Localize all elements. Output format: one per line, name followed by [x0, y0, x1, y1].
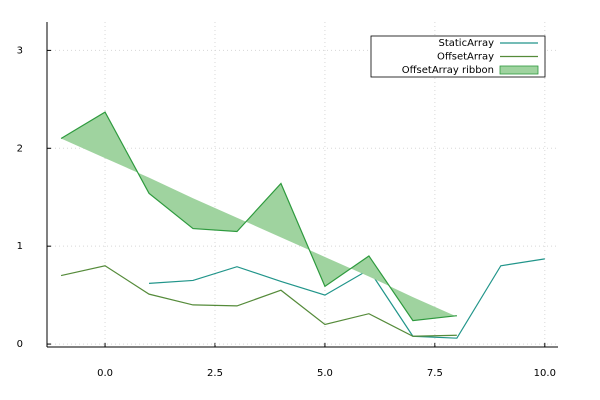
- x-tick-label: 5.0: [317, 368, 333, 379]
- ribbon-area: [61, 112, 457, 321]
- y-tick-label: 0: [17, 339, 23, 350]
- legend-label: OffsetArray ribbon: [402, 65, 494, 76]
- series-line: [148, 258, 545, 339]
- x-tick-label: 10.0: [534, 368, 556, 379]
- x-tick-label: 0.0: [97, 368, 113, 379]
- legend-swatch: [499, 65, 539, 75]
- series-line: [60, 265, 457, 337]
- y-tick-label: 2: [17, 143, 23, 154]
- series-line: [60, 111, 457, 322]
- y-tick-label: 1: [17, 241, 23, 252]
- x-tick-label: 2.5: [207, 368, 223, 379]
- legend-label: OffsetArray: [437, 52, 494, 63]
- x-tick-label: 7.5: [427, 368, 443, 379]
- legend-label: StaticArray: [438, 38, 494, 49]
- y-tick-label: 3: [17, 45, 23, 56]
